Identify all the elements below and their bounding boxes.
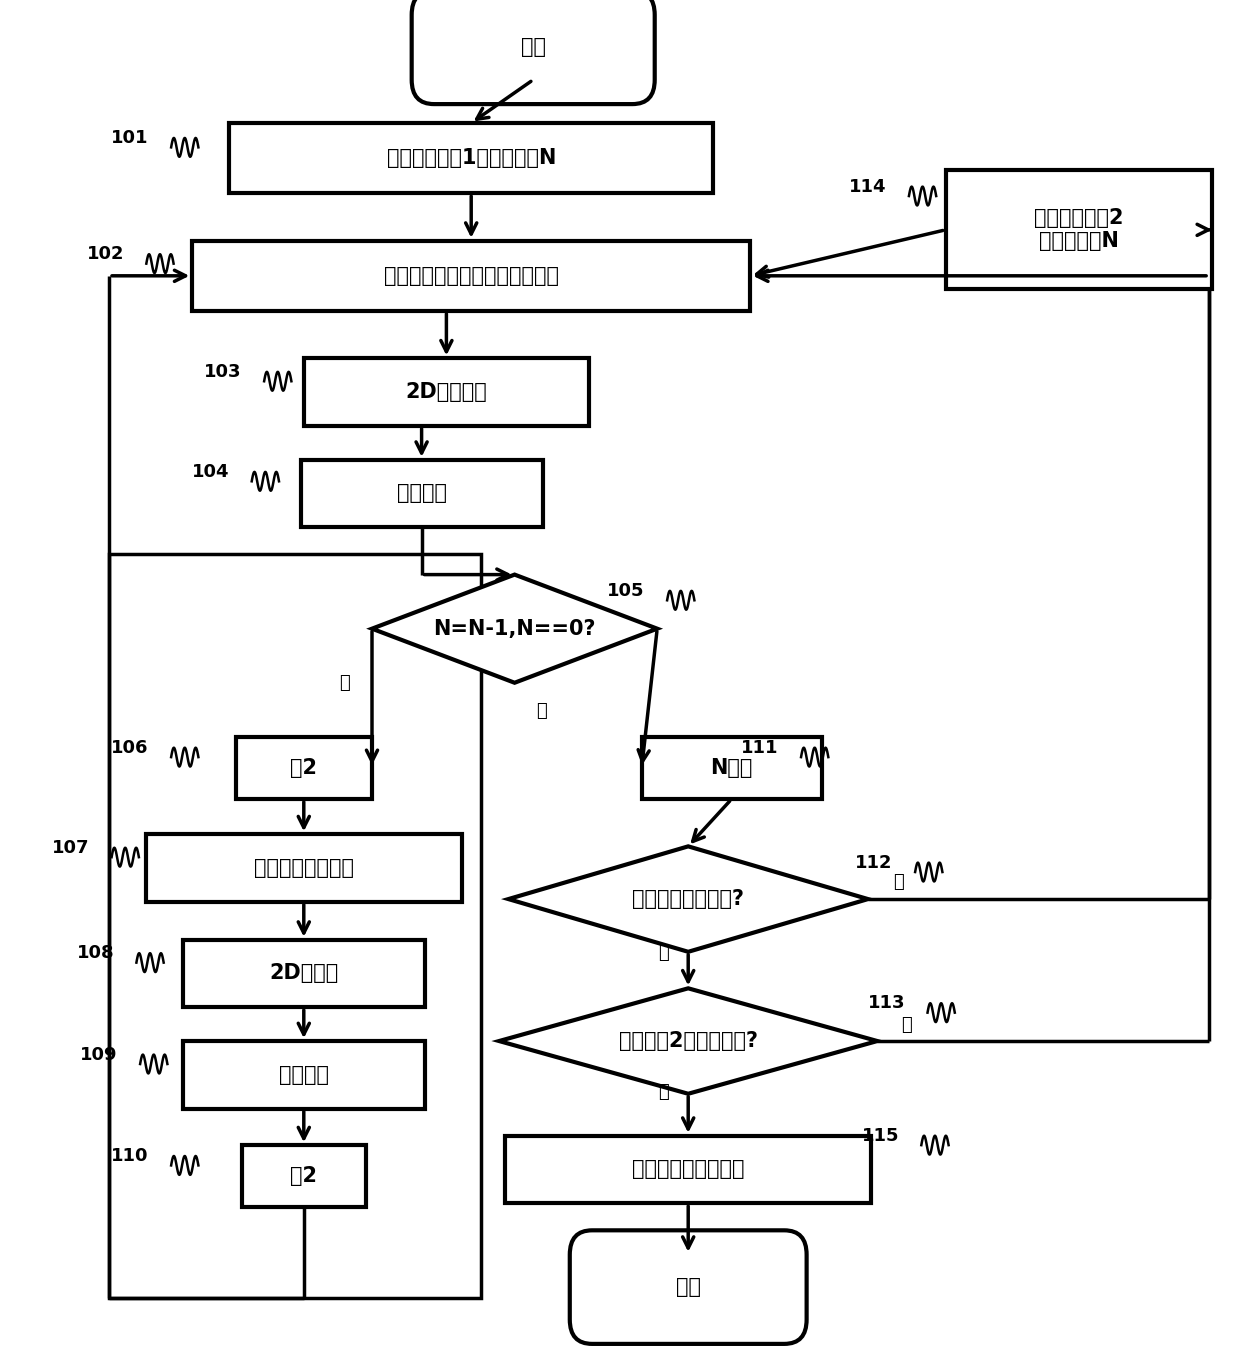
Text: 定义和确定核心点: 定义和确定核心点 — [254, 859, 353, 877]
Text: 否: 否 — [893, 872, 904, 891]
Text: 结束: 结束 — [676, 1278, 701, 1297]
Text: 107: 107 — [52, 838, 89, 857]
Bar — [304, 358, 589, 426]
Bar — [192, 241, 750, 311]
Text: 2D再合并: 2D再合并 — [269, 964, 339, 983]
Text: 2D初次合并: 2D初次合并 — [405, 383, 487, 402]
Text: 否: 否 — [340, 673, 350, 692]
Bar — [236, 737, 372, 799]
Text: 109: 109 — [81, 1045, 118, 1064]
Text: 105: 105 — [608, 581, 645, 600]
FancyBboxPatch shape — [569, 1230, 807, 1344]
Text: 115: 115 — [862, 1126, 899, 1145]
Text: 输出目标个数和参数: 输出目标个数和参数 — [632, 1160, 744, 1179]
Bar — [146, 834, 461, 902]
Text: 取数据平面，定义和确定核心点: 取数据平面，定义和确定核心点 — [383, 266, 559, 285]
Text: N复位: N复位 — [711, 758, 753, 777]
Text: 否: 否 — [901, 1015, 913, 1034]
Text: 是: 是 — [536, 702, 547, 721]
Polygon shape — [500, 988, 878, 1094]
Text: 已经完成2个平面模式?: 已经完成2个平面模式? — [619, 1032, 758, 1051]
Text: 是: 是 — [658, 944, 668, 963]
Text: 所有平面合并完成?: 所有平面合并完成? — [632, 890, 744, 909]
Text: 108: 108 — [77, 944, 114, 963]
Bar — [184, 940, 424, 1007]
Text: 103: 103 — [205, 362, 242, 381]
Polygon shape — [372, 575, 657, 683]
Text: 设定平面模式2
和合并轮数N: 设定平面模式2 和合并轮数N — [1034, 208, 1123, 251]
Text: 是: 是 — [658, 1083, 668, 1102]
Text: 101: 101 — [112, 128, 149, 147]
Text: 110: 110 — [112, 1146, 149, 1165]
Text: 102: 102 — [87, 245, 124, 264]
Text: 除2: 除2 — [290, 1167, 317, 1186]
Bar — [229, 123, 713, 193]
Bar — [109, 554, 481, 1298]
Text: 112: 112 — [856, 853, 893, 872]
Text: 开始: 开始 — [521, 38, 546, 57]
Text: 113: 113 — [868, 994, 905, 1013]
Text: 106: 106 — [112, 738, 149, 757]
Bar — [642, 737, 821, 799]
Text: 111: 111 — [742, 738, 779, 757]
Text: 乘2: 乘2 — [290, 758, 317, 777]
FancyBboxPatch shape — [412, 0, 655, 104]
Bar — [945, 170, 1211, 289]
Text: 104: 104 — [192, 462, 229, 481]
Bar — [184, 1041, 424, 1109]
Bar — [506, 1136, 872, 1203]
Text: 功率门限: 功率门限 — [397, 484, 446, 503]
Text: 功率门限: 功率门限 — [279, 1065, 329, 1084]
Bar — [301, 460, 543, 527]
Text: 设定平面模式1和合并轮数N: 设定平面模式1和合并轮数N — [387, 149, 556, 168]
Bar — [242, 1145, 366, 1207]
Polygon shape — [508, 846, 868, 952]
Text: N=N-1,N==0?: N=N-1,N==0? — [433, 619, 596, 638]
Text: 114: 114 — [849, 177, 887, 196]
